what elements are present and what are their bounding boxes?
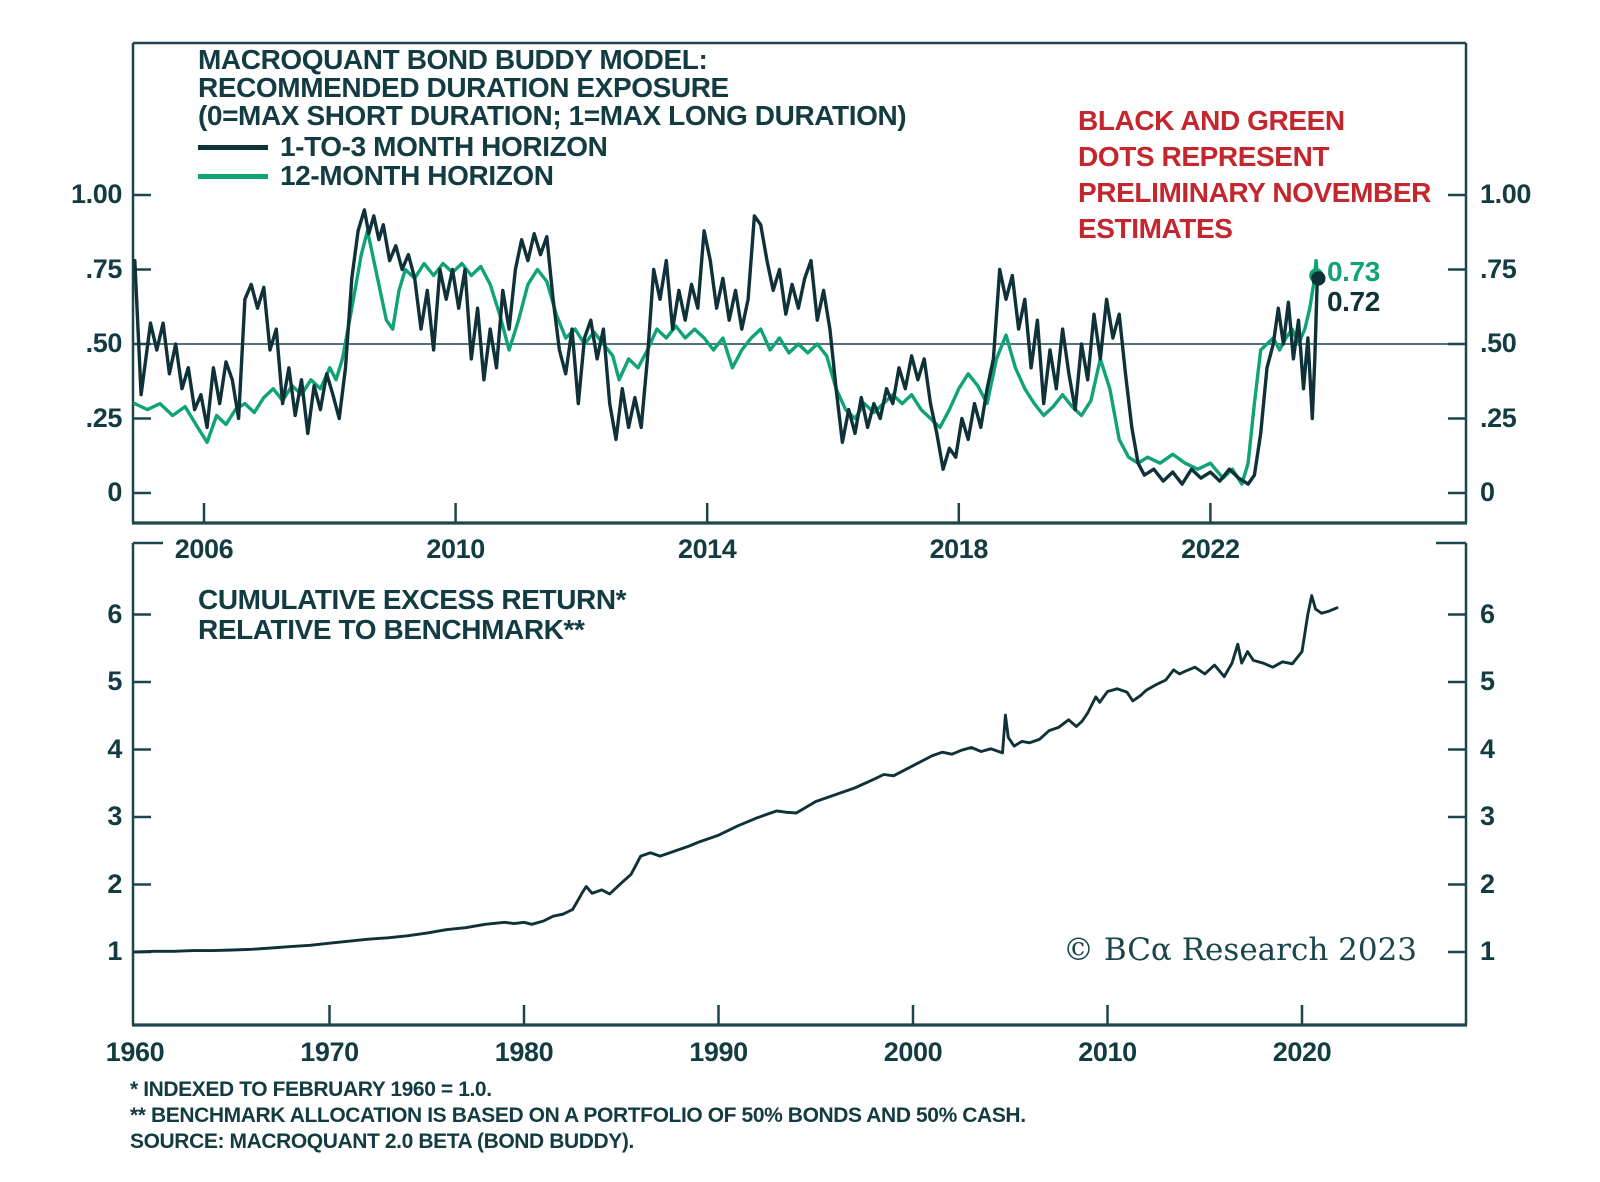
bottom-y-axis-label-right: 3	[1480, 801, 1495, 831]
annotation-line3: PRELIMINARY NOVEMBER	[1078, 177, 1431, 208]
legend-label-12-month: 12-MONTH HORIZON	[280, 160, 554, 191]
copyright-text: © BCα Research 2023	[1063, 932, 1418, 968]
top-y-axis-label-right: .75	[1480, 253, 1517, 284]
end-value-black: 0.72	[1327, 286, 1380, 317]
bottom-y-axis-label-right: 1	[1480, 936, 1495, 966]
bottom-y-axis-label-right: 5	[1480, 666, 1495, 696]
top-chart-title-line3: (0=MAX SHORT DURATION; 1=MAX LONG DURATI…	[198, 100, 907, 131]
bottom-y-axis-label-right: 6	[1480, 598, 1495, 629]
annotation-line4: ESTIMATES	[1078, 213, 1233, 244]
top-x-axis-label: 2006	[174, 534, 234, 564]
footnote-3: SOURCE: MACROQUANT 2.0 BETA (BOND BUDDY)…	[130, 1130, 634, 1153]
top-y-axis-label-right: 0	[1480, 477, 1495, 507]
top-y-axis-label-left: 1.00	[71, 179, 122, 209]
legend-label-1to3-month: 1-TO-3 MONTH HORIZON	[280, 131, 608, 162]
annotation-line2: DOTS REPRESENT	[1078, 141, 1330, 172]
estimate-dot-black	[1311, 271, 1326, 286]
top-x-axis-label: 2014	[677, 534, 737, 564]
legend-swatch-12-month	[198, 174, 268, 179]
bottom-y-axis-label-left: 6	[107, 598, 122, 629]
bottom-y-axis-label-left: 2	[107, 868, 122, 899]
bottom-chart-title-line1: CUMULATIVE EXCESS RETURN*	[198, 584, 627, 615]
legend-swatch-1to3-month	[198, 145, 268, 150]
bottom-y-axis-label-right: 2	[1480, 868, 1495, 899]
series-line-1to3-month	[133, 208, 1320, 486]
bottom-y-axis-label-left: 3	[107, 801, 122, 831]
footnote-1: * INDEXED TO FEBRUARY 1960 = 1.0.	[130, 1078, 492, 1101]
bottom-x-axis-label: 2000	[883, 1037, 943, 1067]
top-x-axis-label: 2022	[1181, 534, 1240, 564]
top-y-axis-label-left: 0	[107, 477, 122, 507]
bottom-chart-title-line2: RELATIVE TO BENCHMARK**	[198, 614, 585, 645]
bottom-x-axis-label: 1980	[494, 1037, 554, 1067]
annotation-line1: BLACK AND GREEN	[1078, 105, 1345, 136]
end-value-green: 0.73	[1327, 256, 1380, 287]
top-y-axis-label-left: .75	[85, 253, 123, 284]
top-chart-title-line1: MACROQUANT BOND BUDDY MODEL:	[198, 44, 708, 75]
top-y-axis-label-right: 1.00	[1480, 179, 1531, 209]
top-y-axis-label-left: .50	[85, 328, 123, 358]
bottom-x-axis-label: 2020	[1272, 1037, 1332, 1067]
top-x-axis-label: 2018	[929, 534, 989, 564]
bottom-x-axis-label: 1970	[300, 1037, 359, 1067]
footnote-2: ** BENCHMARK ALLOCATION IS BASED ON A PO…	[130, 1104, 1026, 1127]
bottom-x-axis-label: 1990	[689, 1037, 748, 1067]
bottom-y-axis-label-left: 5	[107, 666, 122, 696]
bottom-y-axis-label-left: 1	[107, 936, 122, 966]
bottom-x-axis-label: 1960	[105, 1037, 165, 1067]
series-line-cumulative-excess-return	[133, 594, 1339, 954]
top-chart-title-line2: RECOMMENDED DURATION EXPOSURE	[198, 72, 729, 103]
top-y-axis-label-right: .50	[1480, 328, 1517, 358]
top-y-axis-label-right: .25	[1480, 402, 1517, 433]
top-y-axis-label-left: .25	[85, 402, 123, 433]
bottom-x-axis-label: 2010	[1078, 1037, 1137, 1067]
top-x-axis-label: 2010	[426, 534, 485, 564]
bottom-y-axis-label-right: 4	[1480, 733, 1495, 764]
bottom-y-axis-label-left: 4	[107, 733, 122, 764]
